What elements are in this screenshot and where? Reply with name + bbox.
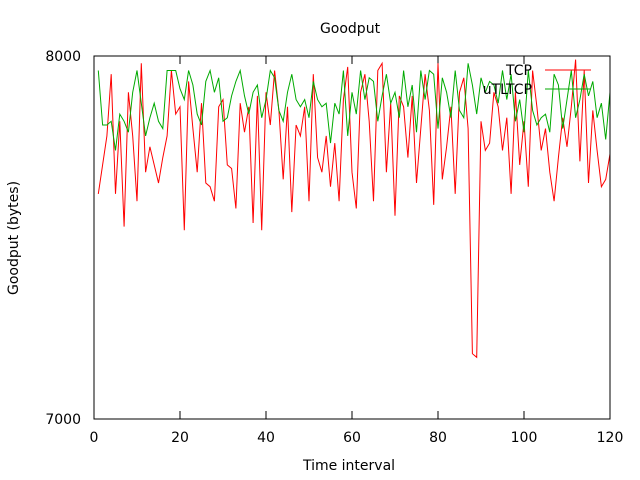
series-line-utltcp [97, 63, 611, 151]
plot-frame [93, 55, 611, 420]
x-tick-label: 120 [597, 430, 624, 446]
legend: TCP uTLTCP [483, 63, 591, 98]
legend-label-tcp: TCP [505, 63, 532, 79]
series-group [97, 59, 611, 359]
x-tick-label: 60 [343, 430, 361, 446]
x-tick-label: 40 [257, 430, 275, 446]
x-tick-label: 100 [511, 430, 538, 446]
x-tick-label: 0 [90, 430, 99, 446]
y-axis-label: Goodput (bytes) [6, 181, 22, 295]
x-axis-label: Time interval [302, 458, 395, 474]
y-tick-label: 7000 [45, 412, 81, 428]
x-tick-label: 20 [171, 430, 189, 446]
x-tick-label: 80 [429, 430, 447, 446]
series-line-tcp [97, 59, 611, 359]
chart-title: Goodput [320, 21, 381, 37]
y-tick-label: 8000 [45, 49, 81, 65]
tick-group: 0 20 40 60 80 100 120 7000 8000 [45, 49, 623, 446]
legend-label-utltcp: uTLTCP [483, 82, 532, 98]
